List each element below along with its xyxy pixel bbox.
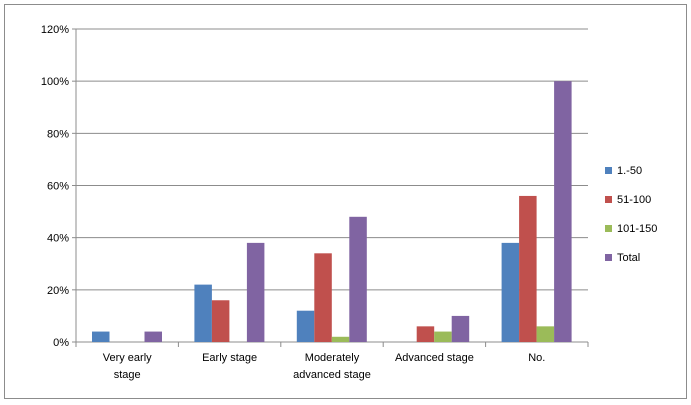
bar [451,315,470,342]
bar [519,195,537,342]
bar [416,326,435,342]
bar [194,284,212,342]
bar [331,336,350,342]
bar [434,331,452,342]
legend-swatch [605,167,612,174]
bar [144,331,162,342]
bar [296,310,315,342]
bar [211,300,230,342]
y-tick-label: 120% [41,24,69,36]
legend-swatch [605,196,612,203]
legend-swatch [605,254,612,261]
y-tick-label: 20% [47,285,69,297]
bar [554,81,572,343]
bar-chart: 0% 20% 40% 60% 80% 100% 120% Very early stage Ear… [41,24,658,381]
x-tick-label: Very early [103,352,152,364]
legend-swatch [605,225,612,232]
bar [501,242,520,342]
legend-label: 1.-50 [617,165,642,177]
x-tick-label: Advanced stage [395,352,474,364]
x-tick-label: Early stage [202,352,257,364]
y-tick-label: 60% [47,181,69,193]
y-tick-label: 100% [41,76,69,88]
x-tick-label: Moderately [305,352,360,364]
legend-label: 51-100 [617,194,651,206]
y-tick-label: 0% [53,337,69,349]
x-tick-label: stage [114,369,141,381]
y-tick-label: 80% [47,128,69,140]
bar [536,326,555,342]
bar [349,216,367,342]
chart-frame: 0% 20% 40% 60% 80% 100% 120% Very early stage Ear… [4,4,687,399]
bar [246,242,265,342]
bar [314,253,332,342]
x-tick-label: No. [528,352,545,364]
legend-label: 101-150 [617,223,657,235]
legend-label: Total [617,252,640,264]
x-tick-label: advanced stage [293,369,371,381]
bar [92,331,110,342]
y-tick-label: 40% [47,233,69,245]
